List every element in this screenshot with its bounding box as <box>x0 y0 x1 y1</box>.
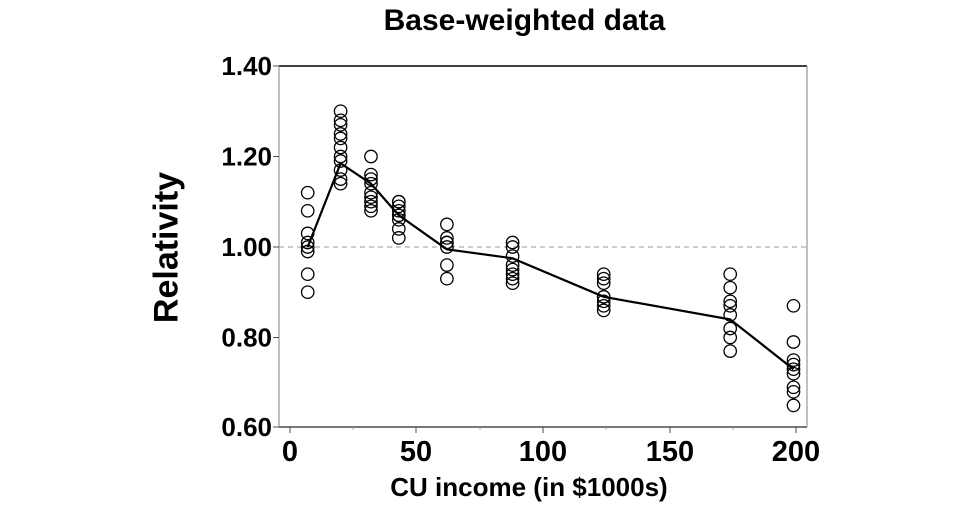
svg-text:150: 150 <box>646 436 694 468</box>
svg-text:0.60: 0.60 <box>221 412 272 442</box>
svg-text:100: 100 <box>519 436 567 468</box>
svg-text:50: 50 <box>400 436 432 468</box>
svg-text:1.20: 1.20 <box>221 142 272 172</box>
svg-text:1.00: 1.00 <box>221 232 272 262</box>
svg-text:0: 0 <box>282 436 298 468</box>
svg-text:0.80: 0.80 <box>221 323 272 353</box>
svg-text:200: 200 <box>772 436 820 468</box>
svg-text:1.40: 1.40 <box>221 51 272 81</box>
